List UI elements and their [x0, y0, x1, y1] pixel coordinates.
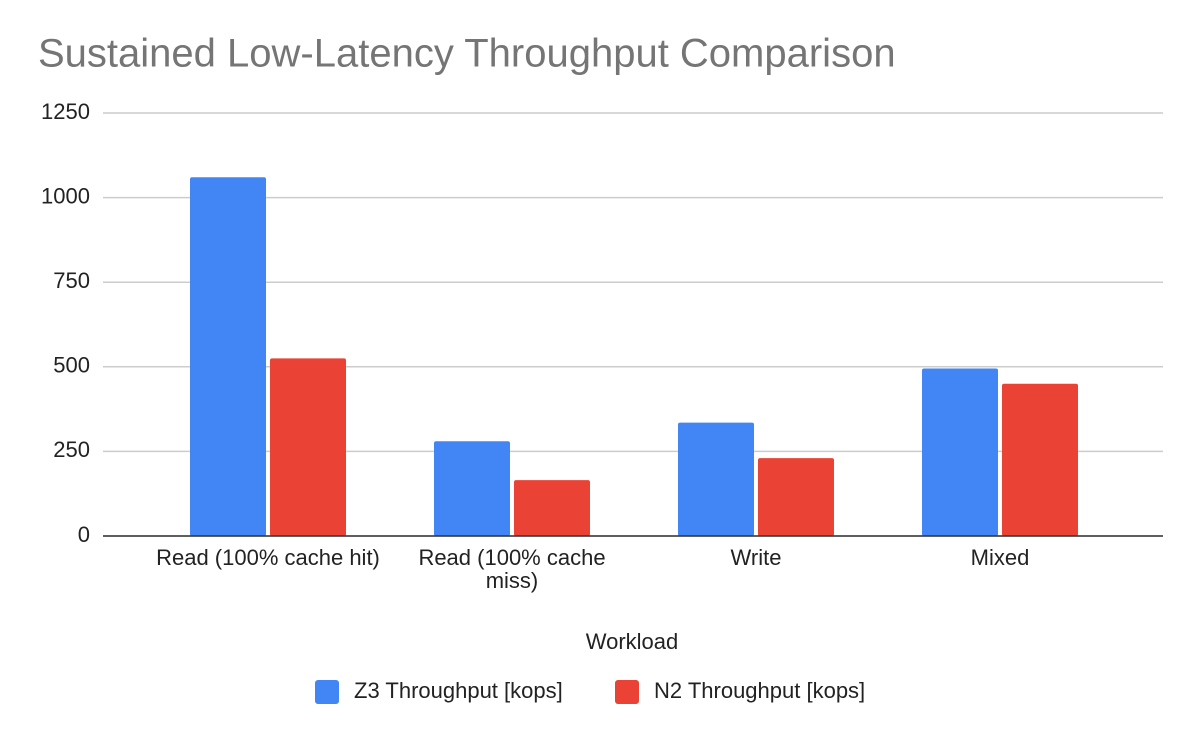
legend-swatch	[615, 680, 639, 704]
y-tick-label: 1000	[41, 183, 90, 208]
x-tick-label-box: Read (100% cache hit)	[156, 546, 380, 570]
y-tick-label: 500	[53, 353, 90, 378]
y-tick-label: 250	[53, 437, 90, 462]
bar	[270, 358, 346, 536]
legend-swatch	[315, 680, 339, 704]
bar	[1002, 383, 1078, 536]
bar	[758, 458, 834, 536]
legend-label: Z3 Throughput [kops]	[354, 678, 563, 703]
y-tick-label: 750	[53, 268, 90, 293]
x-tick-label: Mixed	[970, 546, 1030, 570]
bar	[434, 441, 510, 536]
legend-label: N2 Throughput [kops]	[654, 678, 865, 703]
x-tick-label-box: Mixed	[970, 546, 1030, 570]
bar	[678, 422, 754, 536]
bar	[922, 368, 998, 536]
chart-title: Sustained Low-Latency Throughput Compari…	[38, 32, 896, 76]
y-tick-label: 1250	[41, 99, 90, 124]
bar	[514, 480, 590, 536]
x-tick-label: Read (100% cache hit)	[156, 546, 380, 570]
x-tick-label-box: Write	[730, 546, 782, 570]
x-axis-label: Workload	[586, 629, 679, 654]
x-tick-label-box: Read (100% cache miss)	[418, 546, 606, 593]
x-tick-label: Write	[730, 546, 782, 570]
x-tick-label: Read (100% cache miss)	[418, 546, 606, 593]
y-tick-label: 0	[78, 522, 90, 547]
bar	[190, 177, 266, 536]
